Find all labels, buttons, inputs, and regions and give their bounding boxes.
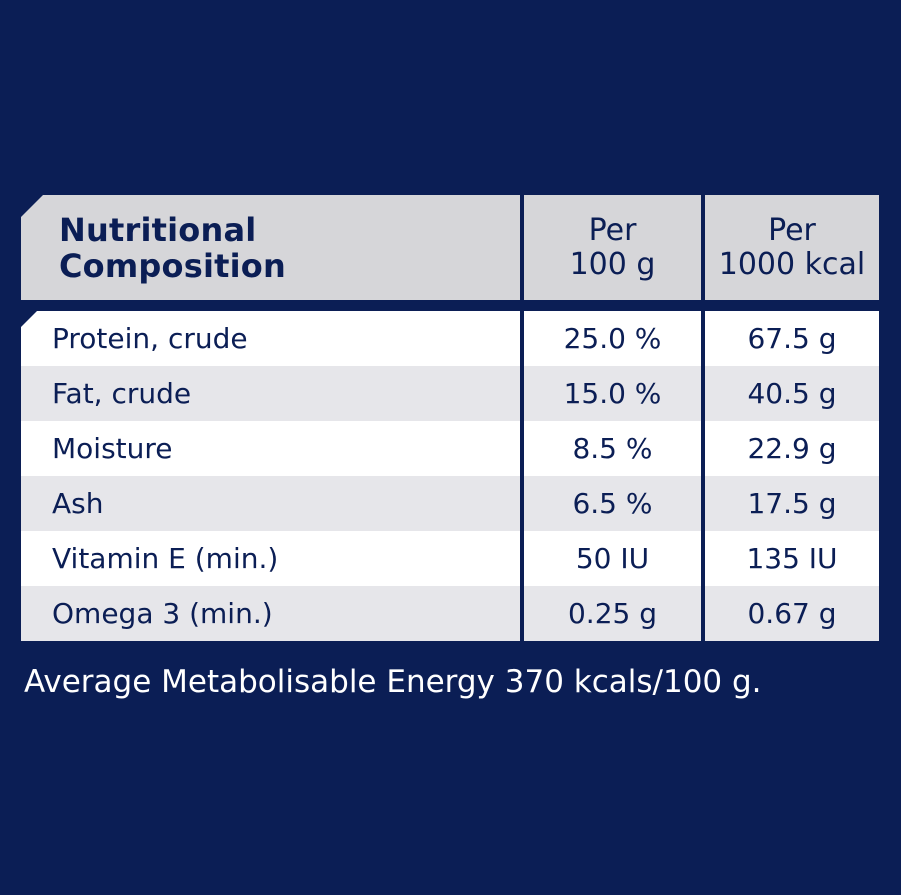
- column-divider: [701, 531, 705, 586]
- row-per-1000kcal: 67.5 g: [705, 311, 879, 366]
- column-divider: [520, 421, 524, 476]
- nutrition-table: Nutritional Composition Per 100 g Per 10…: [21, 195, 879, 641]
- row-label: Protein, crude: [21, 311, 520, 366]
- column-divider: [520, 586, 524, 641]
- column-divider: [701, 421, 705, 476]
- table-row: Vitamin E (min.) 50 IU 135 IU: [21, 531, 879, 586]
- header-per-1000kcal: Per 1000 kcal: [718, 212, 866, 282]
- row-label: Vitamin E (min.): [21, 531, 520, 586]
- table-row: Moisture 8.5 % 22.9 g: [21, 421, 879, 476]
- column-divider: [520, 476, 524, 531]
- table-row: Fat, crude 15.0 % 40.5 g: [21, 366, 879, 421]
- column-divider: [701, 311, 705, 366]
- column-divider: [520, 366, 524, 421]
- row-per-1000kcal: 135 IU: [705, 531, 879, 586]
- row-per-1000kcal: 0.67 g: [705, 586, 879, 641]
- column-divider: [701, 366, 705, 421]
- row-label: Omega 3 (min.): [21, 586, 520, 641]
- row-per-100g: 15.0 %: [524, 366, 701, 421]
- row-per-100g: 50 IU: [524, 531, 701, 586]
- row-per-1000kcal: 40.5 g: [705, 366, 879, 421]
- row-label: Fat, crude: [21, 366, 520, 421]
- column-divider: [701, 586, 705, 641]
- energy-note: Average Metabolisable Energy 370 kcals/1…: [24, 664, 762, 700]
- table-row: Omega 3 (min.) 0.25 g 0.67 g: [21, 586, 879, 641]
- header-title-cell: Nutritional Composition: [21, 195, 520, 300]
- header-title: Nutritional Composition: [59, 210, 286, 285]
- column-divider: [701, 195, 705, 300]
- header-per-100g: Per 100 g: [569, 212, 656, 282]
- column-divider: [520, 531, 524, 586]
- table-header: Nutritional Composition Per 100 g Per 10…: [21, 195, 879, 300]
- column-divider: [520, 311, 524, 366]
- row-label: Ash: [21, 476, 520, 531]
- header-per-1000kcal-cell: Per 1000 kcal: [705, 195, 879, 300]
- row-per-100g: 6.5 %: [524, 476, 701, 531]
- row-label: Moisture: [21, 421, 520, 476]
- row-per-100g: 25.0 %: [524, 311, 701, 366]
- row-per-1000kcal: 22.9 g: [705, 421, 879, 476]
- row-per-1000kcal: 17.5 g: [705, 476, 879, 531]
- table-body: Protein, crude 25.0 % 67.5 g Fat, crude …: [21, 311, 879, 641]
- column-divider: [701, 476, 705, 531]
- table-row: Protein, crude 25.0 % 67.5 g: [21, 311, 879, 366]
- row-per-100g: 0.25 g: [524, 586, 701, 641]
- row-per-100g: 8.5 %: [524, 421, 701, 476]
- table-row: Ash 6.5 % 17.5 g: [21, 476, 879, 531]
- column-divider: [520, 195, 524, 300]
- header-per-100g-cell: Per 100 g: [524, 195, 701, 300]
